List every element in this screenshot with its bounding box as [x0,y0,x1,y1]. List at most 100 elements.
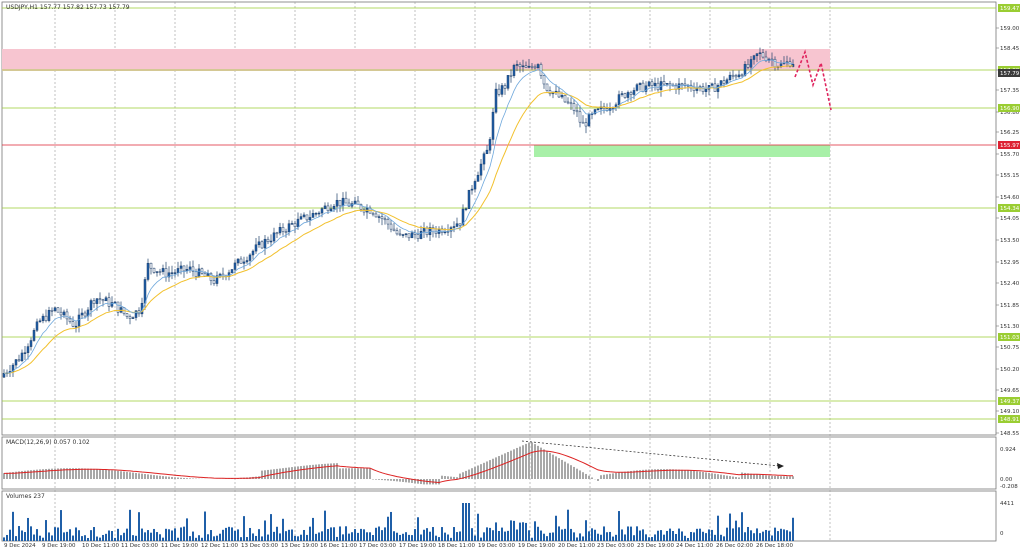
candle-body [636,85,638,91]
volume-bar [579,533,581,541]
candle-body [543,75,545,84]
volume-bar [360,529,362,541]
macd-bar [618,473,620,479]
macd-bar [342,468,344,479]
candle-body [231,269,233,272]
time-axis-label: 23 Dec 03:00 [597,543,634,549]
candle-body [642,83,644,91]
volume-bar [261,536,263,541]
volume-bar [78,530,80,541]
macd-bar [81,468,83,479]
candle-body [417,234,419,238]
candle-body [525,66,527,68]
volume-bar [741,512,743,541]
macd-bar [528,443,530,479]
time-axis-label: 26 Dec 02:00 [716,543,753,549]
macd-label: MACD(12,26,9) 0.057 0.102 [6,439,90,446]
macd-bar [90,469,92,479]
volume-bar [777,531,779,541]
volume-bar [279,533,281,541]
volume-bar [168,529,170,541]
candle-body [705,89,707,91]
volume-bar [447,535,449,541]
volume-bar [789,532,791,541]
time-axis-label: 18 Dec 11:00 [438,543,475,549]
candle-body [579,112,581,122]
volume-bar [297,536,299,541]
volume-bar [126,529,128,541]
macd-bar [735,477,737,479]
candle-body [78,315,80,326]
volume-bar [51,535,53,541]
volume-bar [708,529,710,541]
volume-bar [630,527,632,541]
macd-bar [522,445,524,479]
volume-bar [435,536,437,541]
candle-body [198,269,200,277]
volume-bar [57,527,59,541]
volume-bar [336,537,338,541]
macd-bar [480,464,482,479]
candle-body [147,263,149,279]
volume-bar [189,536,191,541]
volume-bar [327,529,329,541]
macd-bar [156,475,158,479]
candle-body [534,67,536,68]
candle-body [234,263,236,269]
volume-bar [273,532,275,541]
volume-bar [120,535,122,541]
macd-bar [288,467,290,479]
candle-body [354,201,356,204]
candle-body [528,66,530,67]
macd-bar [99,469,101,479]
macd-bar [189,478,191,479]
volume-bar [729,514,731,541]
candle-body [558,91,560,97]
volume-bar [378,527,380,541]
volume-bar [117,529,119,541]
volume-bar [351,532,353,541]
candle-body [387,219,389,224]
macd-bar [567,463,569,479]
volume-bar [114,538,116,541]
volume-bar [237,529,239,541]
volume-bar [450,538,452,541]
volume-bar [21,531,23,541]
macd-bar [366,468,368,479]
volume-bar [366,532,368,541]
macd-bar [495,457,497,479]
volume-bar [480,538,482,541]
macd-bar [534,444,536,479]
candle-body [42,316,44,321]
volume-bar [348,534,350,541]
macd-bar [474,467,476,479]
volume-bar [90,530,92,541]
volume-bar [516,530,518,541]
volume-bar [603,526,605,541]
candle-body [546,84,548,91]
candle-body [93,301,95,304]
candle-body [585,123,587,126]
volume-bar [288,530,290,541]
macd-bar [789,476,791,479]
candle-body [459,224,461,225]
volume-bar [498,531,500,541]
macd-bar [186,478,188,479]
candle-body [258,242,260,245]
candle-body [333,206,335,209]
macd-bar [267,470,269,479]
volume-bar [285,531,287,541]
volume-bar [567,510,569,541]
candle-body [732,75,734,76]
macd-bar [108,470,110,479]
volume-bar [468,503,470,541]
macd-bar [363,468,365,479]
macd-bar [693,471,695,479]
volume-bar [30,526,32,541]
candle-body [240,259,242,263]
candle-body [306,215,308,220]
macd-bar [405,479,407,482]
candle-body [279,227,281,233]
